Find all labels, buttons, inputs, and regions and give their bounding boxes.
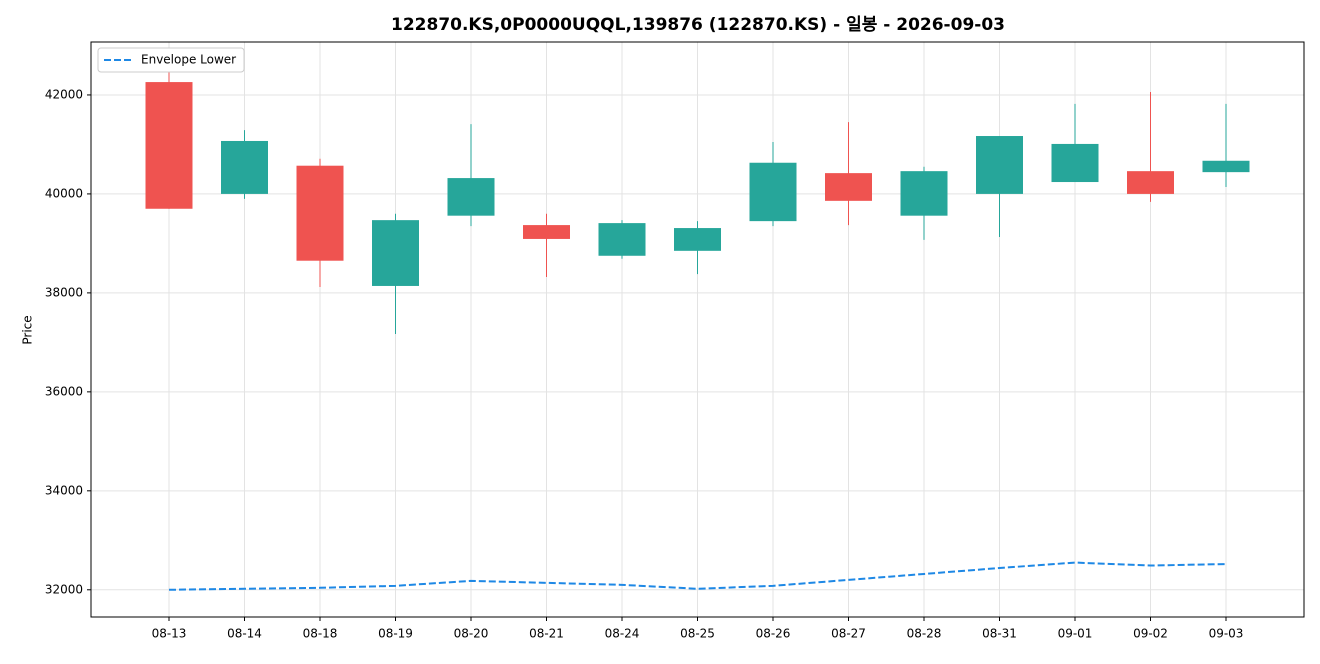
x-tick-label: 08-20 (454, 627, 489, 641)
candle-body (447, 178, 495, 216)
x-tick-label: 09-01 (1058, 627, 1093, 641)
x-tick-label: 08-14 (227, 627, 262, 641)
legend-box (97, 47, 245, 73)
candle-body (221, 140, 268, 194)
y-tick-label: 36000 (45, 384, 83, 398)
x-tick-label: 08-19 (378, 627, 413, 641)
candle-body (1051, 143, 1099, 183)
x-tick-label: 09-02 (1133, 627, 1168, 641)
candle-body (749, 162, 797, 222)
legend-label: Envelope Lower (141, 53, 236, 67)
x-tick-label: 08-24 (605, 627, 640, 641)
x-tick-label: 09-03 (1209, 627, 1244, 641)
y-tick-label: 42000 (45, 87, 83, 101)
candle-body (900, 171, 948, 216)
candle-body (674, 228, 721, 251)
x-tick-label: 08-31 (982, 627, 1017, 641)
candle-body (825, 173, 872, 201)
candle-body (976, 136, 1023, 194)
candle-body (598, 223, 646, 256)
x-tick-label: 08-25 (680, 627, 715, 641)
x-tick-label: 08-26 (756, 627, 791, 641)
candle-body (296, 165, 344, 261)
y-tick-label: 38000 (45, 285, 83, 299)
candle-body (1127, 171, 1174, 194)
y-tick-label: 32000 (45, 582, 83, 596)
candle-body (372, 220, 419, 286)
y-tick-label: 40000 (45, 186, 83, 200)
x-tick-label: 08-28 (907, 627, 942, 641)
chart-title: 122870.KS,0P0000UQQL,139876 (122870.KS) … (391, 15, 1005, 35)
y-tick-label: 34000 (45, 483, 83, 497)
x-tick-label: 08-21 (529, 627, 564, 641)
x-tick-label: 08-13 (152, 627, 187, 641)
x-tick-label: 08-27 (831, 627, 866, 641)
y-axis-label: Price (21, 315, 35, 344)
line-series (168, 561, 1227, 591)
candle-body (1202, 160, 1250, 173)
candle-body (145, 82, 193, 209)
x-tick-label: 08-18 (303, 627, 338, 641)
candle-body (523, 225, 570, 239)
plot-frame (90, 41, 1305, 618)
